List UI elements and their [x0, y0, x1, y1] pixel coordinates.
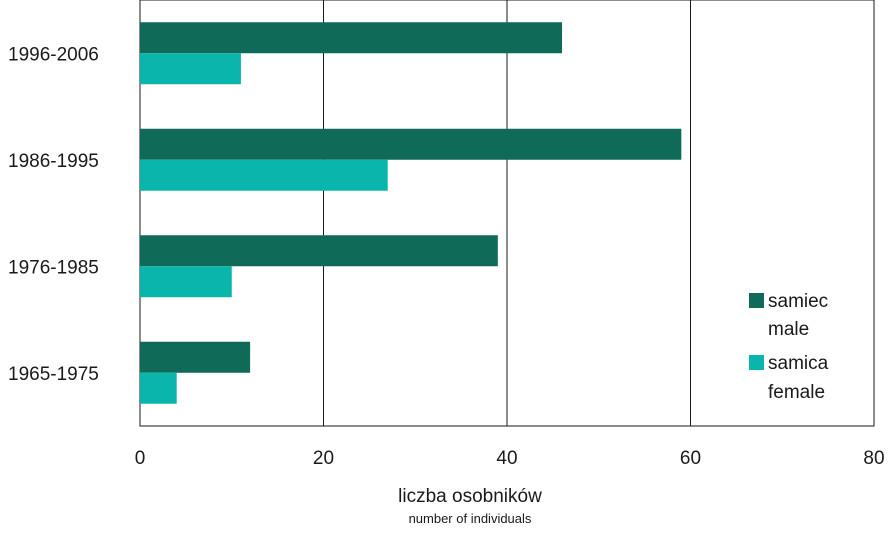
x-axis-sublabel: number of individuals [409, 511, 532, 526]
x-axis-label: liczba osobników [398, 486, 542, 507]
bar-male-1976-1985 [140, 235, 498, 267]
bar-female-1976-1985 [140, 266, 232, 298]
grid-lines [323, 0, 691, 426]
x-tick-label: 40 [496, 448, 517, 469]
legend-swatch-female [749, 355, 764, 370]
bar-male-1986-1995 [140, 128, 682, 160]
x-tick-label: 20 [313, 448, 334, 469]
legend-label-female: female [768, 382, 825, 403]
category-label: 1986-1995 [8, 151, 99, 172]
bars [140, 22, 682, 404]
x-tick-labels: 0 20 40 60 80 [135, 448, 885, 469]
bar-female-1965-1975 [140, 372, 177, 404]
category-label: 1976-1985 [8, 257, 99, 278]
category-label: 1965-1975 [8, 364, 99, 385]
legend-swatch-male [749, 293, 764, 308]
bar-female-1986-1995 [140, 159, 388, 191]
category-label: 1996-2006 [8, 44, 99, 65]
x-tick-label: 60 [680, 448, 701, 469]
x-tick-label: 0 [135, 448, 146, 469]
legend-label-samiec: samiec [768, 291, 828, 312]
legend: samiec male samica female [749, 291, 829, 403]
bar-male-1965-1975 [140, 341, 251, 373]
legend-label-male: male [768, 319, 809, 340]
legend-label-samica: samica [768, 353, 829, 374]
category-labels: 1965-1975 1976-1985 1986-1995 1996-2006 [8, 44, 99, 385]
bar-male-1996-2006 [140, 22, 563, 54]
x-tick-label: 80 [863, 448, 884, 469]
bar-female-1996-2006 [140, 53, 241, 85]
